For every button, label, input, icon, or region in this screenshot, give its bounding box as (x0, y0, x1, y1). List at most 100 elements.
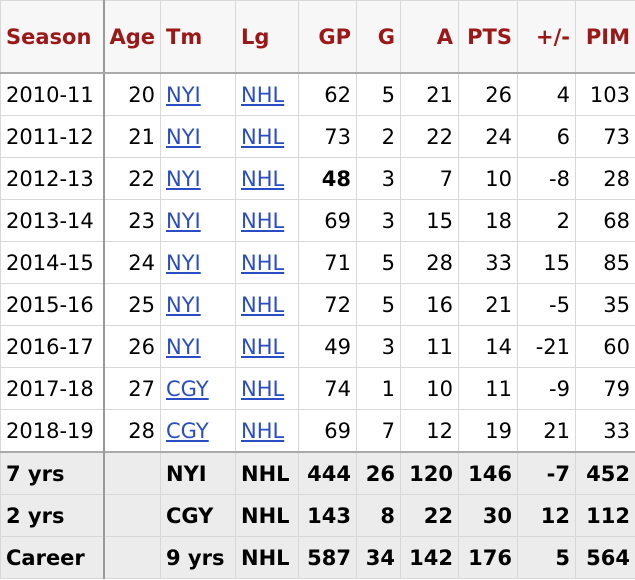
team-link[interactable]: CGY (166, 376, 209, 401)
cell: 21 (517, 409, 576, 453)
league-link[interactable]: NHL (241, 418, 285, 443)
cell: 68 (575, 199, 635, 242)
column-header: Season (0, 0, 105, 74)
cell: 20 (103, 72, 161, 116)
team-link[interactable]: NYI (166, 208, 201, 233)
column-header: PTS (458, 0, 518, 74)
cell: 2 (356, 115, 401, 158)
league-link[interactable]: NHL (241, 166, 285, 191)
cell: NHL (235, 72, 299, 116)
cell: CGY (160, 494, 236, 537)
cell: 176 (458, 536, 518, 579)
cell: 8 (356, 494, 401, 537)
cell: 69 (298, 409, 357, 453)
cell: 24 (103, 241, 161, 284)
cell: 71 (298, 241, 357, 284)
cell: 14 (458, 325, 518, 368)
cell: 103 (575, 72, 635, 116)
league-link[interactable]: NHL (241, 208, 285, 233)
cell: 3 (356, 199, 401, 242)
season-row: 2017-18 27 CGY NHL 74 1 10 11 -9 79 (0, 367, 635, 410)
cell: 26 (103, 325, 161, 368)
cell: 21 (458, 283, 518, 326)
cell: 587 (298, 536, 357, 579)
cell: 62 (298, 72, 357, 116)
cell: NHL (235, 199, 299, 242)
team-link[interactable]: NYI (166, 124, 201, 149)
cell (103, 451, 161, 495)
cell: 2015-16 (0, 283, 105, 326)
cell: 3 (356, 325, 401, 368)
cell: 18 (458, 199, 518, 242)
team-link[interactable]: NYI (166, 250, 201, 275)
cell: 452 (575, 451, 635, 495)
cell: 24 (458, 115, 518, 158)
cell: 5 (356, 283, 401, 326)
cell: -7 (517, 451, 576, 495)
cell: 7 (400, 157, 459, 200)
cell: 2016-17 (0, 325, 105, 368)
season-row: 2013-14 23 NYI NHL 69 3 15 18 2 68 (0, 199, 635, 242)
cell: 444 (298, 451, 357, 495)
cell: 11 (400, 325, 459, 368)
cell: 9 yrs (160, 536, 236, 579)
summary-row: Career 9 yrs NHL 587 34 142 176 5 564 (0, 536, 635, 579)
column-header: G (356, 0, 401, 74)
cell: 21 (103, 115, 161, 158)
cell: 72 (298, 283, 357, 326)
league-link[interactable]: NHL (241, 334, 285, 359)
league-link[interactable]: NHL (241, 82, 285, 107)
cell: NHL (235, 241, 299, 284)
cell: 7 (356, 409, 401, 453)
cell: 12 (517, 494, 576, 537)
team-link[interactable]: NYI (166, 292, 201, 317)
team-link[interactable]: NYI (166, 166, 201, 191)
cell: 2012-13 (0, 157, 105, 200)
cell: 10 (458, 157, 518, 200)
cell: 26 (356, 451, 401, 495)
table-summary: 7 yrs NYI NHL 444 26 120 146 -7 452 2 yrs CGY NHL 14… (0, 451, 635, 579)
cell: NYI (160, 157, 236, 200)
cell: NYI (160, 283, 236, 326)
cell: 60 (575, 325, 635, 368)
season-row: 2016-17 26 NYI NHL 49 3 11 14 -21 60 (0, 325, 635, 368)
cell: 146 (458, 451, 518, 495)
cell: 4 (517, 72, 576, 116)
season-row: 2015-16 25 NYI NHL 72 5 16 21 -5 35 (0, 283, 635, 326)
cell: 28 (103, 409, 161, 453)
cell: 2 (517, 199, 576, 242)
league-link[interactable]: NHL (241, 292, 285, 317)
cell: 28 (400, 241, 459, 284)
league-link[interactable]: NHL (241, 250, 285, 275)
cell: NHL (235, 451, 299, 495)
cell: 15 (400, 199, 459, 242)
cell: CGY (160, 367, 236, 410)
column-header: Tm (160, 0, 236, 74)
cell: NHL (235, 409, 299, 453)
cell: 73 (298, 115, 357, 158)
league-link[interactable]: NHL (241, 124, 285, 149)
team-link[interactable]: CGY (166, 418, 209, 443)
column-header: PIM (575, 0, 635, 74)
season-row: 2014-15 24 NYI NHL 71 5 28 33 15 85 (0, 241, 635, 284)
cell: NYI (160, 72, 236, 116)
cell: 2 yrs (0, 494, 105, 537)
cell: 5 (356, 72, 401, 116)
season-row: 2018-19 28 CGY NHL 69 7 12 19 21 33 (0, 409, 635, 453)
summary-row: 2 yrs CGY NHL 143 8 22 30 12 112 (0, 494, 635, 537)
cell: -21 (517, 325, 576, 368)
column-header: +/- (517, 0, 576, 74)
cell: 12 (400, 409, 459, 453)
team-link[interactable]: NYI (166, 334, 201, 359)
team-link[interactable]: NYI (166, 82, 201, 107)
cell: NHL (235, 283, 299, 326)
cell: NYI (160, 199, 236, 242)
cell: 33 (575, 409, 635, 453)
cell: 22 (400, 115, 459, 158)
cell: NHL (235, 536, 299, 579)
cell: NHL (235, 157, 299, 200)
cell: 22 (103, 157, 161, 200)
league-link[interactable]: NHL (241, 376, 285, 401)
